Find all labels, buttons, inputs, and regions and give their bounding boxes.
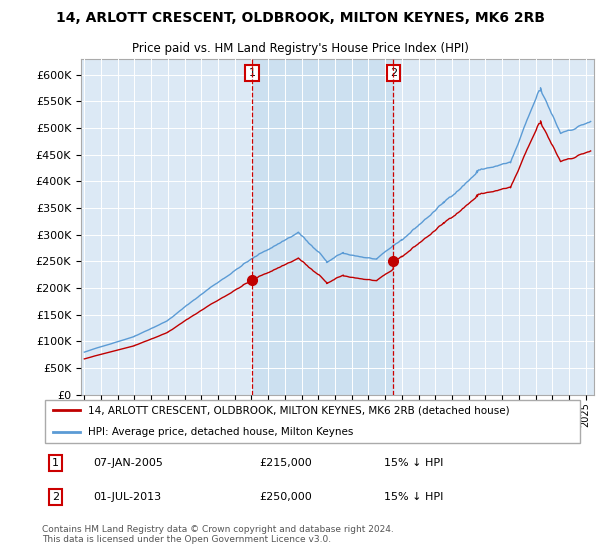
FancyBboxPatch shape — [45, 400, 580, 443]
Text: 14, ARLOTT CRESCENT, OLDBROOK, MILTON KEYNES, MK6 2RB (detached house): 14, ARLOTT CRESCENT, OLDBROOK, MILTON KE… — [88, 405, 510, 416]
Text: 1: 1 — [248, 68, 256, 78]
Text: 2: 2 — [390, 68, 397, 78]
Text: 07-JAN-2005: 07-JAN-2005 — [94, 458, 163, 468]
Text: 01-JUL-2013: 01-JUL-2013 — [94, 492, 162, 502]
Text: 14, ARLOTT CRESCENT, OLDBROOK, MILTON KEYNES, MK6 2RB: 14, ARLOTT CRESCENT, OLDBROOK, MILTON KE… — [56, 11, 545, 25]
Text: HPI: Average price, detached house, Milton Keynes: HPI: Average price, detached house, Milt… — [88, 427, 353, 437]
Bar — [252, 59, 394, 395]
Text: 15% ↓ HPI: 15% ↓ HPI — [384, 492, 443, 502]
Text: £215,000: £215,000 — [259, 458, 312, 468]
Text: 1: 1 — [52, 458, 59, 468]
Text: 15% ↓ HPI: 15% ↓ HPI — [384, 458, 443, 468]
Text: £250,000: £250,000 — [259, 492, 312, 502]
Text: 2: 2 — [52, 492, 59, 502]
Text: Price paid vs. HM Land Registry's House Price Index (HPI): Price paid vs. HM Land Registry's House … — [131, 42, 469, 55]
Text: Contains HM Land Registry data © Crown copyright and database right 2024.
This d: Contains HM Land Registry data © Crown c… — [42, 525, 394, 544]
